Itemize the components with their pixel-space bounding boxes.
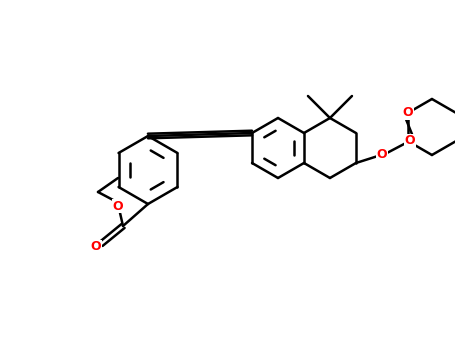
Text: O: O (113, 199, 123, 212)
Text: O: O (91, 240, 101, 253)
Text: O: O (377, 148, 387, 161)
Text: O: O (404, 134, 415, 147)
Text: O: O (402, 106, 413, 119)
